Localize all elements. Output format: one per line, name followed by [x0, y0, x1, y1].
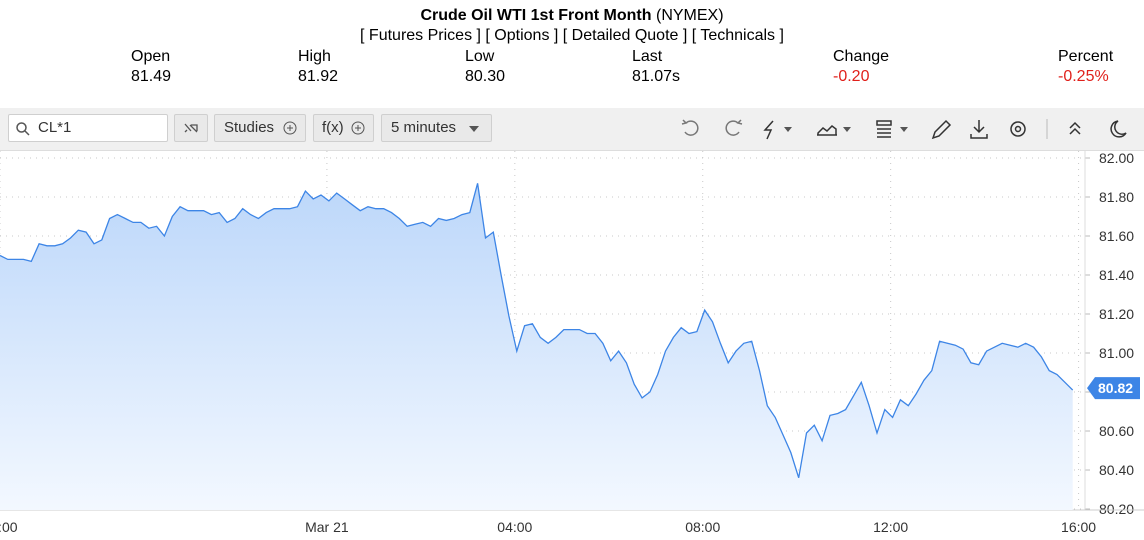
- undo-icon[interactable]: [684, 120, 699, 136]
- quote-label: High: [298, 48, 331, 65]
- interval-label: 5 minutes: [391, 119, 457, 136]
- settings-center: [1014, 125, 1022, 133]
- link[interactable]: [ Technicals ]: [691, 27, 784, 44]
- y-tick-label: 81.60: [1099, 228, 1134, 244]
- quote-label: Open: [131, 48, 171, 65]
- chart: 80.2080.4080.6080.8081.0081.2081.4081.60…: [0, 151, 1144, 535]
- draw-icon[interactable]: [931, 119, 952, 140]
- x-tick-label: 16:00: [1061, 519, 1096, 535]
- collapse-icon[interactable]: [1069, 121, 1081, 135]
- x-tick-label: 12:00: [873, 519, 908, 535]
- quote-value: -0.20: [833, 68, 870, 85]
- plus-icon: [283, 121, 297, 135]
- symbol-search[interactable]: CL*1: [8, 114, 168, 142]
- link[interactable]: [ Futures Prices ]: [360, 27, 481, 44]
- dropdown-arrow: [469, 126, 479, 132]
- settings-icon[interactable]: [1010, 121, 1026, 137]
- download-icon[interactable]: [970, 120, 988, 139]
- chart-type-icon[interactable]: [817, 125, 837, 136]
- quote-label: Low: [465, 48, 495, 65]
- y-tick-label: 81.40: [1099, 267, 1134, 283]
- x-tick-label: Mar 21: [305, 519, 349, 535]
- quote-value: -0.25%: [1058, 68, 1109, 85]
- symbol: CL*1: [38, 119, 72, 136]
- quote-value: 81.49: [131, 68, 172, 85]
- lightning-icon[interactable]: [763, 120, 774, 140]
- last-price-label: 80.82: [1098, 380, 1133, 396]
- x-tick-label: 04:00: [497, 519, 532, 535]
- x-tick-label: 08:00: [685, 519, 720, 535]
- quote-label: Percent: [1058, 48, 1114, 65]
- y-tick-label: 80.20: [1099, 501, 1134, 517]
- undo-arrow: [681, 119, 688, 125]
- dropdown-arrow: [784, 127, 792, 132]
- layout-lines: [877, 128, 891, 138]
- compare-button[interactable]: [174, 114, 208, 142]
- link[interactable]: [ Detailed Quote ]: [562, 27, 688, 44]
- dropdown-arrow: [900, 127, 908, 132]
- theme-icon[interactable]: [1110, 120, 1127, 138]
- toolbar: CL*1 Studies f(x) 5 minutes: [0, 108, 1144, 151]
- layout-icon[interactable]: [876, 120, 892, 126]
- quote-value: 81.07s: [632, 68, 681, 85]
- toolbar-icons: [681, 119, 1127, 140]
- quote-label: Change: [833, 48, 890, 65]
- studies-button[interactable]: Studies: [214, 114, 306, 142]
- quote-label: Last: [632, 48, 663, 65]
- quote-value: 80.30: [465, 68, 506, 85]
- y-tick-label: 81.00: [1099, 345, 1134, 361]
- quote-value: 81.92: [298, 68, 339, 85]
- y-tick-label: 80.40: [1099, 462, 1134, 478]
- function-button[interactable]: f(x): [313, 114, 374, 142]
- shuffle-icon: [184, 123, 198, 133]
- exchange: (NYMEX): [655, 7, 724, 24]
- link[interactable]: [ Options ]: [485, 27, 559, 44]
- y-tick-label: 81.80: [1099, 189, 1134, 205]
- last-price-tag: [1087, 377, 1140, 400]
- price-line: [0, 183, 1074, 478]
- plus-icon: [351, 121, 365, 135]
- title: Crude Oil WTI 1st Front Month (NYMEX): [0, 7, 1144, 25]
- studies-label: Studies: [224, 119, 275, 136]
- y-tick-label: 80.60: [1099, 423, 1134, 439]
- redo-arrow: [736, 119, 743, 125]
- instrument-name: Crude Oil WTI 1st Front Month: [420, 7, 652, 24]
- function-label: f(x): [322, 119, 344, 136]
- area-fill: [0, 183, 1073, 511]
- dropdown-arrow: [843, 127, 851, 132]
- links: [ Futures Prices ] [ Options ] [ Detaile…: [0, 27, 1144, 45]
- interval-button[interactable]: 5 minutes: [381, 114, 492, 142]
- search-icon: [16, 122, 30, 136]
- redo-icon[interactable]: [725, 120, 740, 136]
- y-tick-label: 81.20: [1099, 306, 1134, 322]
- y-tick-label: 82.00: [1099, 151, 1134, 166]
- x-tick-label: 18:00: [0, 519, 18, 535]
